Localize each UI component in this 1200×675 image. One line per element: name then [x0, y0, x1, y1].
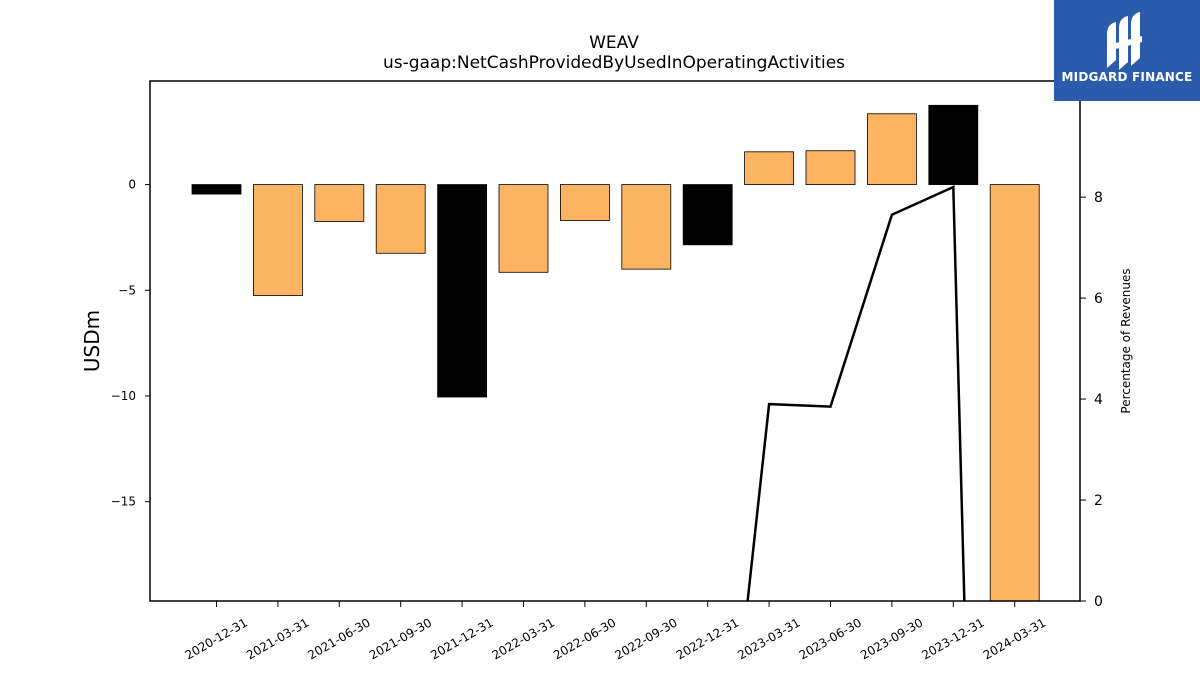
x-tick-label: 2021-12-31 — [428, 615, 495, 662]
bar-2023-12-31 — [928, 104, 979, 185]
revenue-percentage-line — [746, 185, 966, 602]
midgard-finance-logo: MIDGARD FINANCE — [1054, 0, 1200, 101]
y2-tick-label: 6 — [1094, 291, 1103, 307]
y-axis-right: 0246810 — [1080, 89, 1112, 610]
midgard-logo-icon — [1107, 12, 1142, 70]
x-tick-label: 2022-06-30 — [551, 615, 618, 662]
x-axis: 2020-12-312021-03-312021-06-302021-09-30… — [183, 601, 1048, 662]
plot-frame — [149, 80, 1081, 602]
bar-2022-09-30 — [621, 184, 672, 270]
bar-2022-12-31 — [682, 184, 733, 246]
x-tick-label: 2023-03-31 — [735, 615, 802, 662]
logo-text: MIDGARD FINANCE — [1061, 70, 1193, 84]
y-axis-left: 0 −5 −10 −15 — [111, 178, 150, 509]
bar-2023-03-31 — [744, 151, 794, 185]
bar-2021-12-31 — [437, 184, 488, 398]
x-tick-label: 2022-12-31 — [674, 615, 741, 662]
x-tick-label: 2020-12-31 — [183, 615, 250, 662]
x-tick-label: 2023-09-30 — [858, 615, 925, 662]
y2-tick-label: 4 — [1094, 392, 1103, 408]
y2-tick-label: 0 — [1094, 594, 1103, 610]
x-tick-label: 2021-09-30 — [367, 615, 434, 662]
y2-tick-label: 2 — [1094, 493, 1103, 509]
bar-2021-09-30 — [375, 184, 426, 254]
line-layer — [746, 185, 966, 602]
bar-2021-06-30 — [314, 184, 365, 222]
bar-2023-06-30 — [805, 150, 856, 185]
y-tick-label: −10 — [111, 389, 136, 403]
bar-2024-03-31 — [989, 184, 1040, 602]
x-tick-label: 2021-03-31 — [244, 615, 311, 662]
x-tick-label: 2022-09-30 — [612, 615, 679, 662]
chart-subtitle: us-gaap:NetCashProvidedByUsedInOperating… — [383, 53, 845, 73]
bars-group — [191, 104, 1040, 602]
x-tick-label: 2024-03-31 — [981, 615, 1048, 662]
y-tick-label: −15 — [111, 495, 136, 509]
bar-2022-03-31 — [498, 184, 549, 273]
bar-2021-03-31 — [252, 184, 303, 296]
bar-2020-12-31 — [191, 184, 242, 195]
bar-2022-06-30 — [560, 184, 610, 221]
y2-axis-label: Percentage of Revenues — [1119, 268, 1133, 413]
x-tick-label: 2023-06-30 — [797, 615, 864, 662]
y-tick-label: 0 — [128, 178, 136, 192]
bar-2023-09-30 — [867, 113, 917, 185]
x-tick-label: 2023-12-31 — [919, 615, 986, 662]
x-tick-label: 2021-06-30 — [305, 615, 372, 662]
x-tick-label: 2022-03-31 — [490, 615, 557, 662]
chart-title: WEAV — [589, 33, 639, 53]
y-tick-label: −5 — [118, 283, 136, 297]
y2-tick-label: 8 — [1094, 190, 1103, 206]
y-axis-label: USDm — [80, 310, 104, 372]
